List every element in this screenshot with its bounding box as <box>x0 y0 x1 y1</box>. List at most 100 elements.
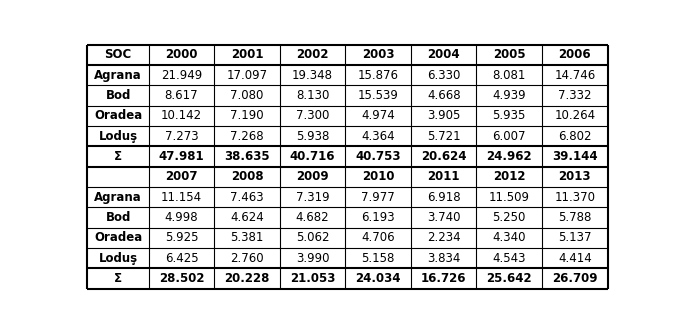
Text: 6.802: 6.802 <box>558 130 591 143</box>
Text: 2.760: 2.760 <box>231 252 264 265</box>
Bar <box>87 167 148 187</box>
Bar <box>477 228 542 248</box>
Bar <box>148 65 214 85</box>
Text: 6.193: 6.193 <box>361 211 395 224</box>
Text: 2013: 2013 <box>559 170 591 183</box>
Text: 38.635: 38.635 <box>224 150 270 163</box>
Text: 5.250: 5.250 <box>493 211 526 224</box>
Bar <box>477 268 542 289</box>
Bar <box>411 126 477 146</box>
Text: 26.709: 26.709 <box>552 272 597 285</box>
Text: 2012: 2012 <box>493 170 525 183</box>
Text: 16.726: 16.726 <box>421 272 466 285</box>
Bar <box>148 85 214 106</box>
Bar <box>477 248 542 268</box>
Bar <box>148 146 214 167</box>
Bar <box>214 65 280 85</box>
Text: 2002: 2002 <box>296 49 329 61</box>
Bar <box>411 65 477 85</box>
Bar <box>280 146 345 167</box>
Text: 24.962: 24.962 <box>486 150 532 163</box>
Text: Loduş: Loduş <box>98 130 138 143</box>
Bar <box>345 45 411 65</box>
Text: 40.753: 40.753 <box>355 150 401 163</box>
Bar <box>411 45 477 65</box>
Text: 2004: 2004 <box>427 49 460 61</box>
Bar <box>214 268 280 289</box>
Bar <box>280 187 345 207</box>
Text: 17.097: 17.097 <box>226 69 268 82</box>
Text: 2008: 2008 <box>231 170 263 183</box>
Text: 3.990: 3.990 <box>296 252 330 265</box>
Bar <box>87 65 148 85</box>
Text: 3.905: 3.905 <box>427 109 460 122</box>
Bar <box>148 207 214 228</box>
Text: 5.137: 5.137 <box>558 231 591 244</box>
Text: 2007: 2007 <box>165 170 198 183</box>
Bar <box>411 85 477 106</box>
Bar <box>214 207 280 228</box>
Bar <box>542 65 607 85</box>
Bar <box>477 126 542 146</box>
Bar <box>542 106 607 126</box>
Text: 7.273: 7.273 <box>165 130 199 143</box>
Bar <box>542 45 607 65</box>
Bar <box>411 187 477 207</box>
Text: 7.463: 7.463 <box>231 191 264 204</box>
Text: Agrana: Agrana <box>94 69 142 82</box>
Bar <box>542 146 607 167</box>
Text: 20.624: 20.624 <box>421 150 466 163</box>
Bar <box>542 207 607 228</box>
Bar <box>542 268 607 289</box>
Bar <box>214 106 280 126</box>
Text: 10.142: 10.142 <box>161 109 202 122</box>
Text: Oradea: Oradea <box>94 109 142 122</box>
Text: 2010: 2010 <box>362 170 395 183</box>
Text: 4.682: 4.682 <box>296 211 330 224</box>
Bar <box>87 207 148 228</box>
Bar <box>214 85 280 106</box>
Text: Loduş: Loduş <box>98 252 138 265</box>
Text: Agrana: Agrana <box>94 191 142 204</box>
Text: 6.425: 6.425 <box>165 252 199 265</box>
Text: 4.543: 4.543 <box>492 252 526 265</box>
Bar <box>87 45 148 65</box>
Text: 7.300: 7.300 <box>296 109 330 122</box>
Bar <box>411 248 477 268</box>
Text: 5.935: 5.935 <box>493 109 526 122</box>
Text: 11.154: 11.154 <box>161 191 202 204</box>
Text: 5.721: 5.721 <box>427 130 460 143</box>
Bar <box>87 126 148 146</box>
Text: 2003: 2003 <box>362 49 395 61</box>
Bar <box>345 187 411 207</box>
Bar <box>87 228 148 248</box>
Text: 6.330: 6.330 <box>427 69 460 82</box>
Text: 40.716: 40.716 <box>290 150 336 163</box>
Text: 8.081: 8.081 <box>493 69 526 82</box>
Bar <box>477 65 542 85</box>
Text: 7.268: 7.268 <box>231 130 264 143</box>
Bar <box>280 45 345 65</box>
Bar <box>345 65 411 85</box>
Text: SOC: SOC <box>104 49 132 61</box>
Bar <box>280 248 345 268</box>
Bar <box>214 146 280 167</box>
Bar <box>542 228 607 248</box>
Text: 4.340: 4.340 <box>492 231 526 244</box>
Text: 6.007: 6.007 <box>492 130 526 143</box>
Text: 28.502: 28.502 <box>159 272 204 285</box>
Bar <box>411 228 477 248</box>
Bar <box>345 268 411 289</box>
Text: Σ: Σ <box>114 150 122 163</box>
Text: 3.740: 3.740 <box>427 211 460 224</box>
Bar <box>477 85 542 106</box>
Bar <box>214 126 280 146</box>
Bar <box>477 207 542 228</box>
Text: 6.918: 6.918 <box>427 191 460 204</box>
Bar <box>411 268 477 289</box>
Bar <box>280 167 345 187</box>
Text: 19.348: 19.348 <box>292 69 333 82</box>
Bar <box>280 106 345 126</box>
Text: 20.228: 20.228 <box>224 272 270 285</box>
Text: 21.053: 21.053 <box>290 272 336 285</box>
